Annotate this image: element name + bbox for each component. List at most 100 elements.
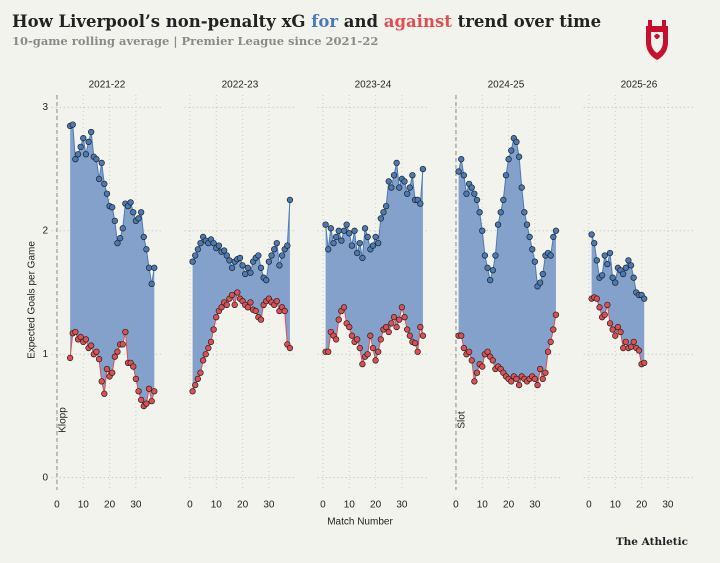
point: [598, 272, 606, 279]
point: [207, 338, 215, 346]
point: [375, 239, 382, 247]
point: [419, 332, 427, 339]
point: [327, 225, 335, 232]
title-part: trend over time: [452, 12, 601, 31]
point: [382, 323, 390, 331]
point: [500, 196, 507, 204]
point: [404, 326, 411, 333]
point: [388, 184, 395, 191]
point: [189, 258, 196, 265]
point: [276, 262, 283, 269]
x-tick-label: 0: [453, 500, 459, 511]
point: [460, 172, 468, 179]
point: [380, 209, 387, 216]
point: [88, 342, 95, 349]
point: [213, 314, 220, 321]
point: [122, 328, 129, 336]
x-tick-label: 30: [662, 500, 674, 511]
x-tick-label: 0: [586, 500, 592, 511]
point: [103, 365, 111, 373]
point: [77, 333, 84, 341]
point: [101, 390, 108, 397]
y-tick-label: 2: [42, 225, 48, 236]
point: [604, 260, 611, 268]
point: [281, 307, 288, 315]
point: [604, 301, 611, 308]
point: [515, 153, 523, 160]
point: [601, 252, 608, 259]
point: [606, 320, 614, 327]
point: [151, 388, 158, 395]
point: [189, 388, 196, 395]
point: [484, 264, 491, 271]
point: [534, 381, 541, 389]
point: [215, 242, 223, 249]
point: [630, 274, 637, 281]
point: [617, 328, 624, 336]
point: [330, 239, 337, 247]
point: [588, 231, 595, 238]
point: [325, 246, 332, 253]
point: [325, 348, 332, 355]
point: [284, 242, 291, 249]
x-tick-label: 10: [477, 500, 489, 511]
point: [322, 221, 329, 228]
y-tick-label: 1: [42, 349, 48, 360]
panel-title: 2025-26: [621, 80, 658, 91]
club-crest: [646, 20, 668, 60]
point: [529, 246, 536, 253]
y-tick-label: 0: [42, 472, 48, 483]
point: [356, 239, 363, 247]
point: [542, 369, 549, 376]
x-tick-label: 20: [636, 500, 648, 511]
point: [471, 378, 478, 385]
panel-title: 2021-22: [89, 80, 126, 91]
point: [531, 258, 539, 265]
point: [82, 336, 90, 343]
point: [74, 151, 82, 158]
point: [641, 295, 648, 302]
point: [550, 233, 557, 241]
point: [411, 339, 419, 347]
point: [398, 304, 406, 311]
point: [85, 138, 92, 146]
point: [417, 200, 424, 207]
point: [537, 279, 544, 286]
point: [351, 227, 358, 234]
point: [111, 217, 118, 225]
point: [612, 332, 619, 339]
point: [361, 225, 369, 232]
x-tick-label: 20: [370, 500, 382, 511]
point: [552, 227, 560, 234]
point: [473, 196, 481, 204]
point: [257, 264, 265, 271]
x-tick-label: 30: [396, 500, 408, 511]
point: [82, 151, 90, 158]
point: [244, 264, 251, 271]
point: [385, 178, 392, 185]
point: [515, 381, 523, 389]
x-tick-label: 10: [211, 500, 223, 511]
point: [612, 279, 619, 286]
point: [606, 249, 614, 257]
point: [273, 297, 280, 305]
panel-title: 2024-25: [488, 80, 525, 91]
point: [539, 375, 546, 383]
point: [372, 233, 379, 241]
point: [72, 328, 79, 336]
point: [340, 227, 348, 234]
point: [348, 242, 356, 249]
point: [228, 291, 236, 299]
point: [593, 257, 601, 264]
point: [332, 336, 340, 343]
point: [130, 363, 137, 370]
point: [111, 353, 118, 360]
point: [223, 301, 230, 308]
point: [103, 190, 111, 197]
point: [148, 397, 155, 405]
point: [210, 326, 217, 333]
panel-title: 2023-24: [355, 80, 392, 91]
point: [396, 184, 403, 191]
point: [231, 301, 238, 308]
